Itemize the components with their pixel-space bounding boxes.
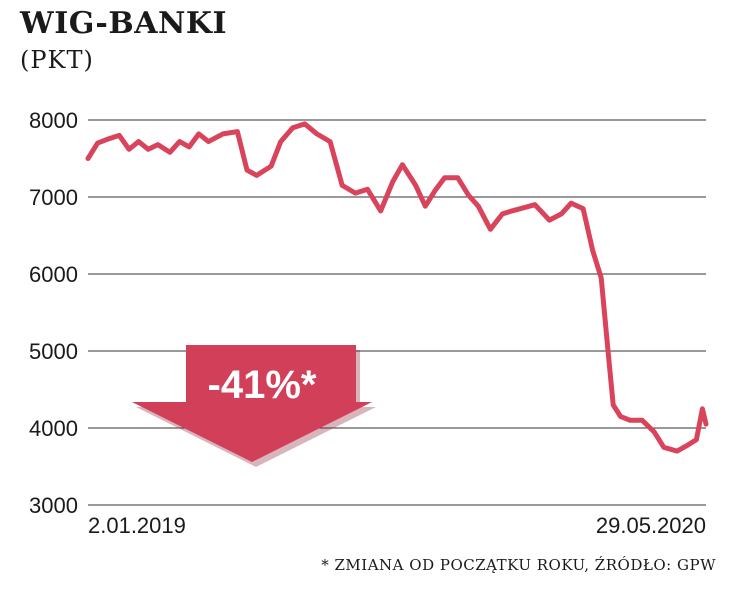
- y-tick-label: 3000: [29, 493, 78, 518]
- y-tick-label: 6000: [29, 262, 78, 287]
- change-badge: -41%*: [132, 345, 376, 467]
- y-tick-label: 5000: [29, 339, 78, 364]
- grid-lines: [88, 119, 706, 506]
- y-tick-label: 4000: [29, 416, 78, 441]
- y-tick-label: 7000: [29, 185, 78, 210]
- source-footnote: * ZMIANA OD POCZĄTKU ROKU, ŹRÓDŁO: GPW: [321, 556, 716, 574]
- x-tick-label-end: 29.05.2020: [596, 513, 706, 538]
- series-line-layer: [85, 121, 709, 454]
- x-tick-label-start: 2.01.2019: [88, 513, 186, 538]
- down-arrow-icon: [132, 345, 372, 462]
- y-axis-ticks: 3000 4000 5000 6000 7000 8000: [29, 108, 78, 518]
- y-tick-label: 8000: [29, 108, 78, 133]
- chart-title: WIG-BANKI: [20, 6, 228, 41]
- series-line: [85, 121, 709, 454]
- x-axis-ticks: 2.01.2019 29.05.2020: [88, 513, 706, 538]
- chart-unit-label: (PKT): [20, 46, 94, 74]
- change-label: -41%*: [208, 363, 317, 407]
